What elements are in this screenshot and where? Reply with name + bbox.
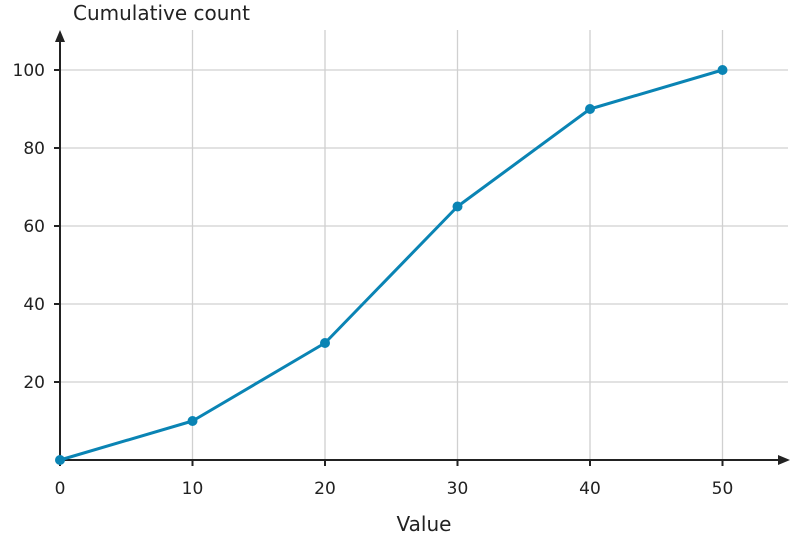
- x-tick-label: 0: [55, 479, 66, 499]
- y-axis-title: Cumulative count: [73, 1, 250, 25]
- series: [55, 65, 728, 465]
- data-point: [320, 338, 330, 348]
- data-point: [585, 104, 595, 114]
- x-axis-arrow: [778, 455, 790, 465]
- data-point: [55, 455, 65, 465]
- y-tick-label: 80: [23, 139, 45, 159]
- x-tick-label: 20: [314, 479, 336, 499]
- x-tick-label: 50: [712, 479, 734, 499]
- x-tick-label: 30: [447, 479, 469, 499]
- data-point: [452, 201, 463, 212]
- ticks: 0 10 20 30 40 50 20 40 60 80 100: [13, 61, 734, 499]
- series-line: [58, 68, 724, 462]
- y-axis-arrow: [55, 30, 65, 42]
- data-point: [187, 416, 198, 426]
- data-point: [717, 65, 728, 75]
- y-tick-label: 60: [23, 217, 45, 237]
- axes: [55, 30, 790, 465]
- y-tick-label: 20: [23, 373, 45, 393]
- grid: [60, 30, 788, 460]
- x-axis-title: Value: [397, 512, 452, 536]
- y-tick-label: 100: [13, 61, 45, 81]
- x-tick-label: 10: [182, 479, 204, 499]
- y-tick-label: 40: [23, 295, 45, 315]
- x-tick-label: 40: [579, 479, 601, 499]
